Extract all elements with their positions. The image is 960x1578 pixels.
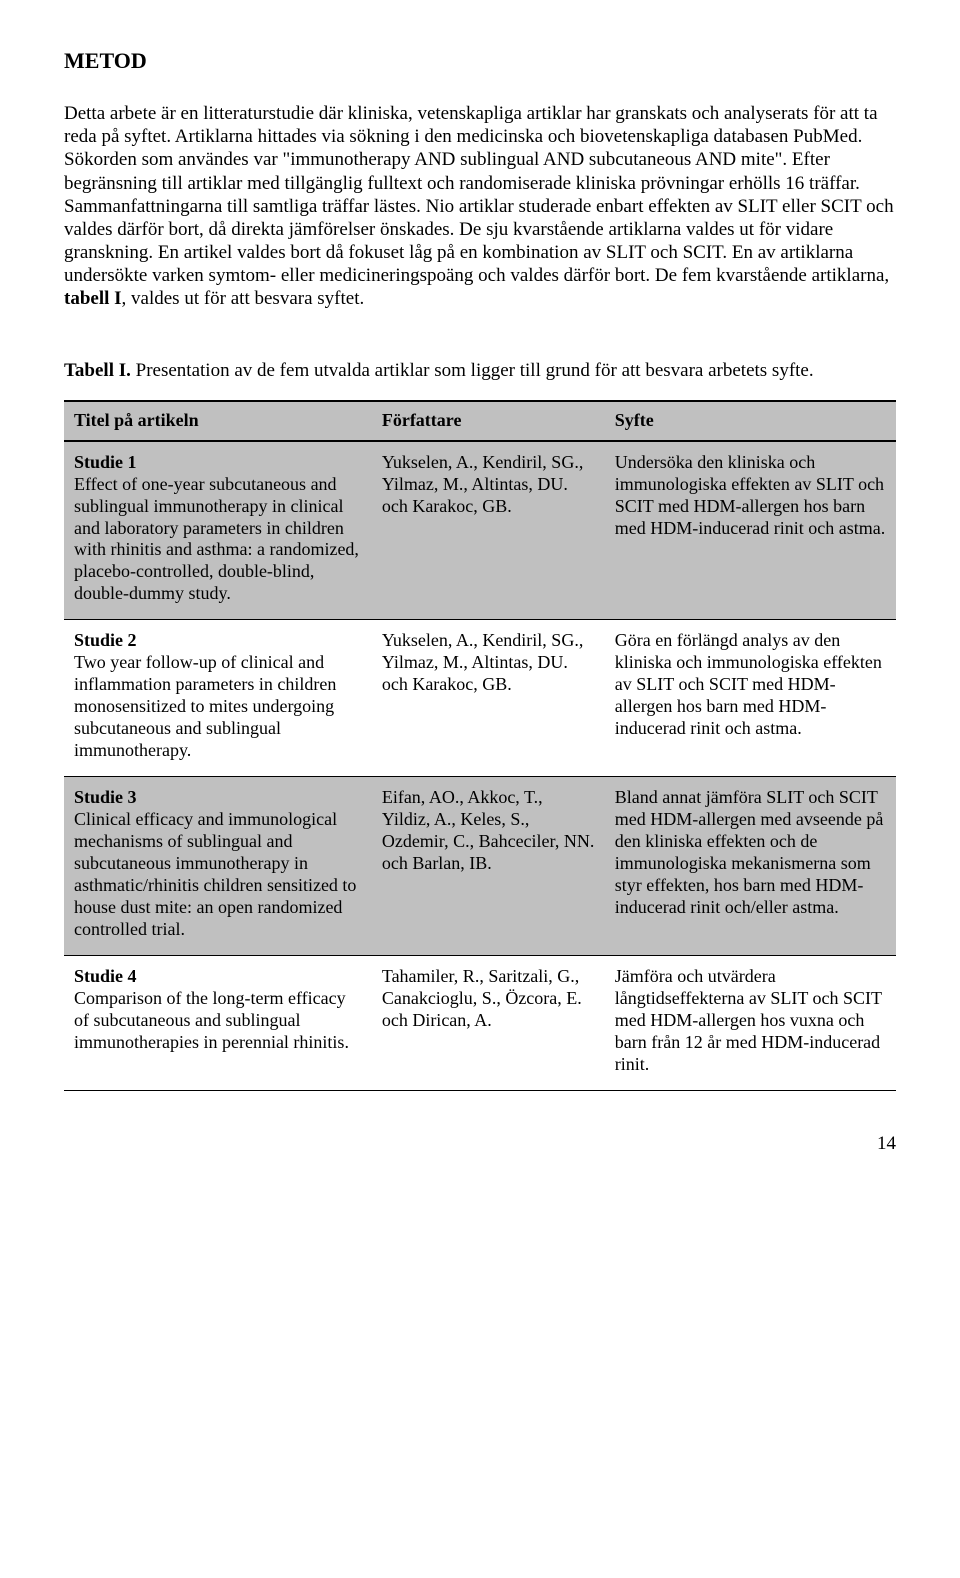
study-label: Studie 3 (74, 787, 137, 807)
table-caption-label: Tabell I. (64, 360, 131, 381)
method-paragraph: Detta arbete är en litteraturstudie där … (64, 102, 896, 311)
col-header-purpose: Syfte (605, 401, 896, 441)
study-label: Studie 1 (74, 452, 137, 472)
cell-purpose: Jämföra och utvärdera långtidseffekterna… (605, 955, 896, 1090)
table-row: Studie 2Two year follow-up of clinical a… (64, 620, 896, 777)
table-caption-text: Presentation av de fem utvalda artiklar … (131, 360, 814, 381)
cell-authors: Eifan, AO., Akkoc, T., Yildiz, A., Keles… (372, 777, 605, 956)
table-caption: Tabell I. Presentation av de fem utvalda… (64, 359, 896, 382)
cell-authors: Yukselen, A., Kendiril, SG., Yilmaz, M.,… (372, 441, 605, 620)
cell-purpose: Göra en förlängd analys av den kliniska … (605, 620, 896, 777)
study-label: Studie 4 (74, 966, 137, 986)
paragraph-part-1: Detta arbete är en litteraturstudie där … (64, 103, 894, 286)
study-label: Studie 2 (74, 630, 137, 650)
table-header-row: Titel på artikeln Författare Syfte (64, 401, 896, 441)
cell-purpose: Bland annat jämföra SLIT och SCIT med HD… (605, 777, 896, 956)
cell-authors: Yukselen, A., Kendiril, SG., Yilmaz, M.,… (372, 620, 605, 777)
page-heading: METOD (64, 48, 896, 74)
cell-title: Studie 2Two year follow-up of clinical a… (64, 620, 372, 777)
study-title-text: Effect of one-year subcutaneous and subl… (74, 474, 359, 604)
cell-purpose: Undersöka den kliniska och immunologiska… (605, 441, 896, 620)
paragraph-bold-ref: tabell I (64, 288, 122, 309)
cell-title: Studie 1Effect of one-year subcutaneous … (64, 441, 372, 620)
col-header-authors: Författare (372, 401, 605, 441)
paragraph-part-2: , valdes ut för att besvara syftet. (122, 288, 365, 309)
table-row: Studie 1Effect of one-year subcutaneous … (64, 441, 896, 620)
table-row: Studie 3Clinical efficacy and immunologi… (64, 777, 896, 956)
cell-title: Studie 4Comparison of the long-term effi… (64, 955, 372, 1090)
table-row: Studie 4Comparison of the long-term effi… (64, 955, 896, 1090)
study-title-text: Comparison of the long-term efficacy of … (74, 988, 349, 1052)
study-title-text: Two year follow-up of clinical and infla… (74, 652, 336, 760)
page-number: 14 (64, 1133, 896, 1155)
col-header-title: Titel på artikeln (64, 401, 372, 441)
study-title-text: Clinical efficacy and immunological mech… (74, 809, 356, 939)
cell-authors: Tahamiler, R., Saritzali, G., Canakciogl… (372, 955, 605, 1090)
articles-table: Titel på artikeln Författare Syfte Studi… (64, 400, 896, 1091)
cell-title: Studie 3Clinical efficacy and immunologi… (64, 777, 372, 956)
